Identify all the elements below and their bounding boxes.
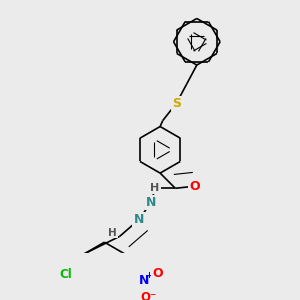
Text: H: H xyxy=(150,183,160,193)
Text: O⁻: O⁻ xyxy=(140,291,157,300)
Text: O: O xyxy=(189,180,200,193)
Text: H: H xyxy=(108,228,117,238)
Text: N: N xyxy=(134,213,144,226)
Text: Cl: Cl xyxy=(59,268,72,281)
Text: +: + xyxy=(145,271,152,280)
Text: O: O xyxy=(152,267,163,280)
Text: N: N xyxy=(138,274,149,287)
Text: N: N xyxy=(146,196,157,209)
Text: S: S xyxy=(172,97,181,110)
